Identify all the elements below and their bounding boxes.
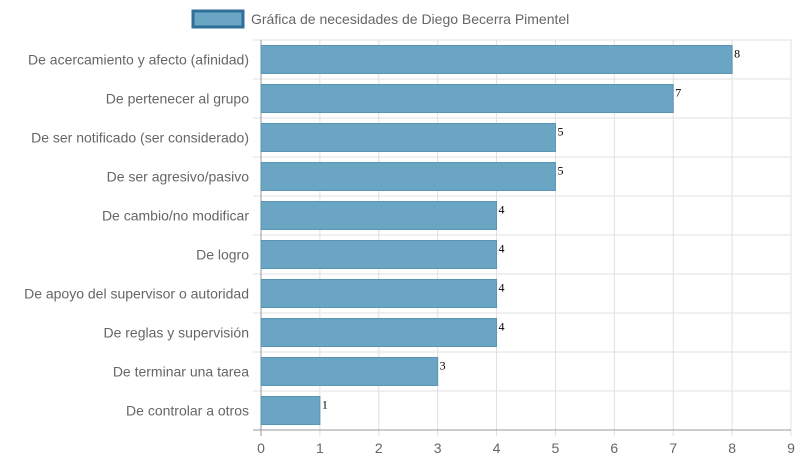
category-label: De logro (196, 247, 249, 263)
x-tick-label: 1 (316, 440, 324, 456)
x-tick-label: 4 (493, 440, 501, 456)
legend-label: Gráfica de necesidades de Diego Becerra … (251, 11, 569, 27)
data-label: 4 (499, 281, 505, 295)
category-label: De acercamiento y afecto (afinidad) (28, 52, 249, 68)
x-tick-label: 0 (257, 440, 265, 456)
x-tick-label: 6 (610, 440, 618, 456)
data-label: 4 (499, 320, 505, 334)
bar[interactable] (260, 123, 556, 152)
category-label: De reglas y supervisión (103, 325, 249, 341)
data-label: 1 (322, 398, 328, 412)
x-axis-tick-labels: 0 1 2 3 4 5 6 7 8 9 (257, 440, 795, 456)
bar[interactable] (260, 240, 498, 269)
category-label: De ser notificado (ser considerado) (31, 130, 249, 146)
bars (260, 45, 733, 425)
bar[interactable] (260, 357, 439, 386)
legend-swatch (191, 9, 245, 29)
category-label: De ser agresivo/pasivo (107, 169, 250, 185)
x-tick-label: 9 (787, 440, 795, 456)
category-label: De pertenecer al grupo (106, 91, 249, 107)
x-tick-label: 3 (434, 440, 442, 456)
x-tick-label: 8 (728, 440, 736, 456)
x-tick-label: 7 (669, 440, 677, 456)
category-label: De terminar una tarea (113, 364, 249, 380)
x-tick-label: 2 (375, 440, 383, 456)
data-label: 7 (675, 86, 681, 100)
data-label: 4 (499, 203, 505, 217)
data-labels: 8 7 5 5 4 4 4 4 3 1 (322, 47, 740, 412)
bar[interactable] (260, 84, 674, 113)
category-label: De controlar a otros (126, 403, 249, 419)
data-label: 4 (499, 242, 505, 256)
data-label: 5 (557, 125, 563, 139)
legend[interactable]: Gráfica de necesidades de Diego Becerra … (191, 9, 569, 29)
category-labels: De acercamiento y afecto (afinidad) De pe… (24, 52, 249, 419)
data-label: 5 (557, 164, 563, 178)
bar[interactable] (260, 201, 498, 230)
bar[interactable] (260, 45, 733, 74)
bar[interactable] (260, 162, 556, 191)
category-label: De cambio/no modificar (102, 208, 249, 224)
bar[interactable] (260, 279, 498, 308)
category-label: De apoyo del supervisor o autoridad (24, 286, 249, 302)
bar[interactable] (260, 318, 498, 347)
data-label: 3 (440, 359, 446, 373)
data-label: 8 (734, 47, 740, 61)
bar[interactable] (260, 396, 321, 425)
x-tick-label: 5 (552, 440, 560, 456)
